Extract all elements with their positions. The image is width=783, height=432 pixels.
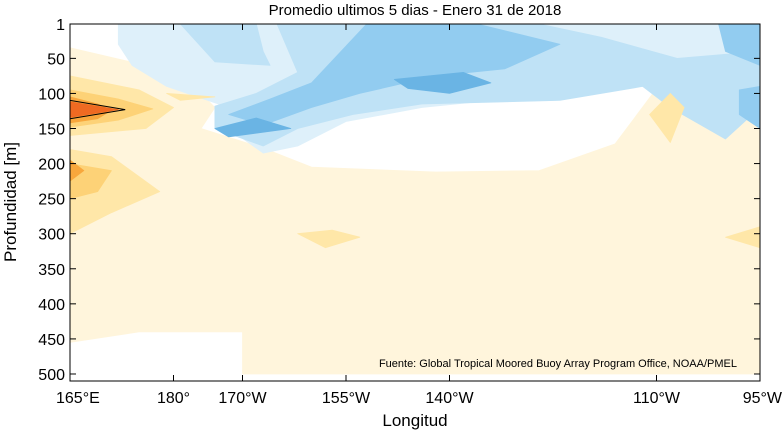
source-note: Fuente: Global Tropical Moored Buoy Arra… bbox=[379, 358, 737, 370]
contour-region-cool-3-4 bbox=[228, 24, 561, 126]
contour-region-warm-2-14 bbox=[166, 93, 216, 101]
x-tick-label-2: 170°W bbox=[218, 390, 267, 407]
contour-region-warm-5-19 bbox=[70, 101, 119, 118]
contour-region-cool-4-7 bbox=[393, 72, 492, 94]
chart-title: Promedio ultimos 5 dias - Enero 31 de 20… bbox=[269, 2, 562, 19]
x-tick-label-6: 95°W bbox=[743, 390, 783, 407]
plot-frame bbox=[69, 23, 761, 382]
y-tick-label-6: 300 bbox=[38, 227, 65, 244]
contour-line-0 bbox=[70, 99, 126, 120]
x-tick-label-3: 155°W bbox=[322, 390, 371, 407]
y-tick-label-0: 1 bbox=[56, 17, 65, 34]
contour-region-warm-4-18 bbox=[70, 159, 85, 182]
y-tick-label-9: 450 bbox=[38, 332, 65, 349]
y-tick-label-7: 350 bbox=[38, 262, 65, 279]
x-tick-label-0: 165°E bbox=[56, 390, 100, 407]
x-tick-label-1: 180° bbox=[157, 390, 190, 407]
x-axis-ticks: 165°E 180° 170°W 155°W 140°W 110°W 95°W bbox=[56, 24, 783, 407]
contour-region-warm-2-13 bbox=[725, 226, 760, 249]
y-tick-label-10: 500 bbox=[38, 367, 65, 384]
y-tick-label-8: 400 bbox=[38, 297, 65, 314]
y-tick-label-2: 100 bbox=[38, 86, 65, 103]
contour-region-warm-2-11 bbox=[649, 93, 685, 143]
y-tick-label-4: 200 bbox=[38, 157, 65, 174]
plot-area: 165°E 180° 170°W 155°W 140°W 110°W 95°W 150100… bbox=[38, 17, 783, 407]
y-tick-label-3: 150 bbox=[38, 122, 65, 139]
y-tick-label-1: 50 bbox=[47, 51, 65, 68]
y-tick-label-5: 250 bbox=[38, 192, 65, 209]
x-axis-label: Longitud bbox=[382, 411, 447, 430]
y-axis-label: Profundidad [m] bbox=[1, 142, 20, 262]
contour-regions bbox=[70, 24, 760, 375]
contour-region-warm-2-12 bbox=[297, 229, 361, 249]
contour-region-cool-3-6 bbox=[738, 86, 760, 129]
x-tick-label-5: 110°W bbox=[633, 390, 681, 407]
contour-region-cool-3-5 bbox=[718, 24, 760, 66]
contour-lines bbox=[70, 99, 126, 120]
contour-region-cool-2-2 bbox=[179, 24, 271, 66]
contour-region-cool-4-8 bbox=[214, 117, 292, 138]
x-tick-label-4: 140°W bbox=[425, 390, 474, 407]
